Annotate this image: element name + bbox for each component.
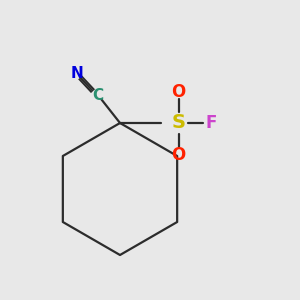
- Text: N: N: [70, 66, 83, 81]
- Text: S: S: [172, 113, 185, 133]
- Text: O: O: [171, 146, 186, 164]
- Text: F: F: [206, 114, 217, 132]
- Text: C: C: [92, 88, 103, 104]
- Text: O: O: [171, 82, 186, 100]
